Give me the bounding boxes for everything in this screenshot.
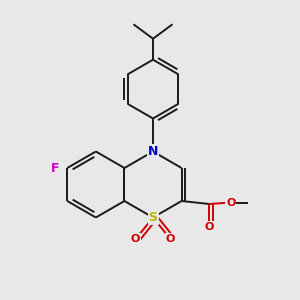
Text: S: S [148, 211, 158, 224]
Text: O: O [131, 234, 140, 244]
Text: N: N [148, 145, 158, 158]
Text: O: O [205, 221, 214, 232]
Text: O: O [226, 197, 236, 208]
Text: F: F [50, 161, 59, 175]
Text: O: O [166, 234, 175, 244]
